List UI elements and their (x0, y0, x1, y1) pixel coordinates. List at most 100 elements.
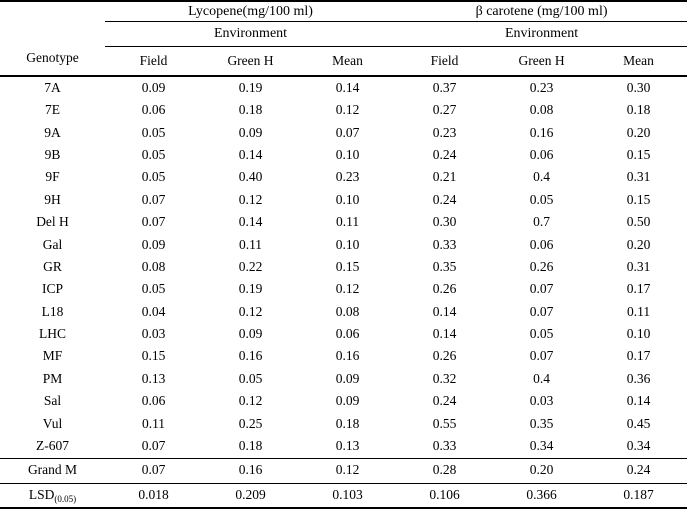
value-cell: 0.24 (432, 393, 457, 409)
value-cell: 0.09 (141, 236, 166, 252)
value-cell: 0.09 (238, 326, 263, 342)
table-summary: Grand M 0.07 0.16 0.12 0.28 0.20 0.24 LS… (0, 457, 687, 508)
value-cell: 0.06 (529, 146, 554, 162)
beta-carotene-group-header: β carotene (mg/100 ml) (396, 1, 687, 22)
value-cell: 0.50 (626, 214, 651, 230)
lsd-value: 0.209 (202, 482, 299, 508)
beta-carotene-environment-header: Environment (396, 21, 687, 47)
grand-mean-value: 0.24 (590, 457, 687, 484)
table-row: MF 0.15 0.16 0.16 0.26 0.07 0.17 (0, 346, 687, 368)
table-row: ICP 0.05 0.19 0.12 0.26 0.07 0.17 (0, 279, 687, 301)
lsd-label: LSD(0.05) (0, 482, 105, 508)
lsd-value: 0.366 (493, 482, 591, 508)
value-cell: 0.07 (529, 348, 554, 364)
value-cell: 0.4 (533, 370, 550, 386)
value-cell: 0.16 (335, 348, 360, 364)
table-row: Vul 0.11 0.25 0.18 0.55 0.35 0.45 (0, 413, 687, 435)
genotype-cell: LHC (39, 326, 66, 342)
value-cell: 0.35 (432, 258, 457, 274)
value-cell: 0.31 (626, 169, 651, 185)
genotype-cell: 9F (45, 169, 60, 185)
table-row: 9A 0.05 0.09 0.07 0.23 0.16 0.20 (0, 122, 687, 144)
genotype-cell: PM (42, 370, 63, 386)
environment-header-row: Environment Environment (0, 21, 687, 47)
value-cell: 0.12 (335, 281, 360, 297)
table-row: 7A 0.09 0.19 0.14 0.37 0.23 0.30 (0, 76, 687, 99)
lsd-value: 0.106 (396, 482, 494, 508)
value-cell: 0.05 (529, 191, 554, 207)
genotype-cell: 7E (45, 102, 60, 118)
value-cell: 0.06 (335, 326, 360, 342)
grand-mean-row: Grand M 0.07 0.16 0.12 0.28 0.20 0.24 (0, 457, 687, 484)
lsd-value: 0.187 (590, 482, 687, 508)
value-cell: 0.11 (335, 214, 360, 230)
value-cell: 0.19 (238, 281, 263, 297)
value-cell: 0.45 (626, 415, 651, 431)
value-cell: 0.03 (141, 326, 166, 342)
lsd-value: 0.103 (299, 482, 397, 508)
value-cell: 0.37 (432, 79, 457, 95)
grand-mean-label: Grand M (0, 457, 105, 484)
value-cell: 0.15 (141, 348, 166, 364)
value-cell: 0.19 (238, 79, 263, 95)
value-cell: 0.05 (141, 281, 166, 297)
genotype-cell: 9A (44, 124, 61, 140)
value-cell: 0.24 (432, 146, 457, 162)
value-cell: 0.26 (432, 348, 457, 364)
table-row: 9F 0.05 0.40 0.23 0.21 0.4 0.31 (0, 167, 687, 189)
value-cell: 0.34 (529, 438, 554, 454)
lsd-label-text: LSD (28, 486, 55, 502)
grand-mean-value: 0.12 (299, 457, 397, 484)
genotype-cell: Gal (42, 236, 63, 252)
value-cell: 0.15 (626, 146, 651, 162)
value-cell: 0.55 (432, 415, 457, 431)
value-cell: 0.34 (626, 438, 651, 454)
table-row: Gal 0.09 0.11 0.10 0.33 0.06 0.20 (0, 234, 687, 256)
value-cell: 0.10 (626, 326, 651, 342)
value-cell: 0.10 (335, 236, 360, 252)
genotype-cell: 9H (44, 191, 61, 207)
value-cell: 0.06 (141, 102, 166, 118)
value-cell: 0.23 (432, 124, 457, 140)
genotype-cell: MF (42, 348, 63, 364)
lycopene-greenh-header: Green H (202, 46, 299, 77)
value-cell: 0.18 (238, 438, 263, 454)
table-row: Sal 0.06 0.12 0.09 0.24 0.03 0.14 (0, 390, 687, 412)
value-cell: 0.05 (238, 370, 263, 386)
value-cell: 0.25 (238, 415, 263, 431)
value-cell: 0.4 (533, 169, 550, 185)
value-cell: 0.06 (141, 393, 166, 409)
value-cell: 0.18 (626, 102, 651, 118)
sub-header-row: Field Green H Mean Field Green H Mean (0, 46, 687, 77)
grand-mean-value: 0.28 (396, 457, 494, 484)
value-cell: 0.10 (335, 146, 360, 162)
value-cell: 0.07 (335, 124, 360, 140)
value-cell: 0.27 (432, 102, 457, 118)
table-row: Z-607 0.07 0.18 0.13 0.33 0.34 0.34 (0, 435, 687, 458)
value-cell: 0.15 (335, 258, 360, 274)
value-cell: 0.11 (141, 415, 166, 431)
value-cell: 0.16 (238, 348, 263, 364)
value-cell: 0.14 (335, 79, 360, 95)
carotene-mean-header: Mean (590, 46, 687, 77)
value-cell: 0.14 (626, 393, 651, 409)
value-cell: 0.35 (529, 415, 554, 431)
value-cell: 0.09 (335, 370, 360, 386)
carotene-greenh-header: Green H (493, 46, 591, 77)
value-cell: 0.12 (238, 393, 263, 409)
value-cell: 0.07 (141, 191, 166, 207)
value-cell: 0.11 (238, 236, 263, 252)
table-row: L18 0.04 0.12 0.08 0.14 0.07 0.11 (0, 301, 687, 323)
value-cell: 0.06 (529, 236, 554, 252)
value-cell: 0.14 (432, 326, 457, 342)
value-cell: 0.33 (432, 236, 457, 252)
table-body: 7A 0.09 0.19 0.14 0.37 0.23 0.30 7E 0.06 0.18 0.12… (0, 76, 687, 458)
grand-mean-value: 0.07 (105, 457, 202, 484)
lycopene-environment-header: Environment (105, 21, 397, 47)
group-header-row: Genotype Lycopene(mg/100 ml) β carotene … (0, 1, 687, 77)
value-cell: 0.11 (626, 303, 651, 319)
value-cell: 0.23 (335, 169, 360, 185)
value-cell: 0.7 (533, 214, 550, 230)
value-cell: 0.36 (626, 370, 651, 386)
